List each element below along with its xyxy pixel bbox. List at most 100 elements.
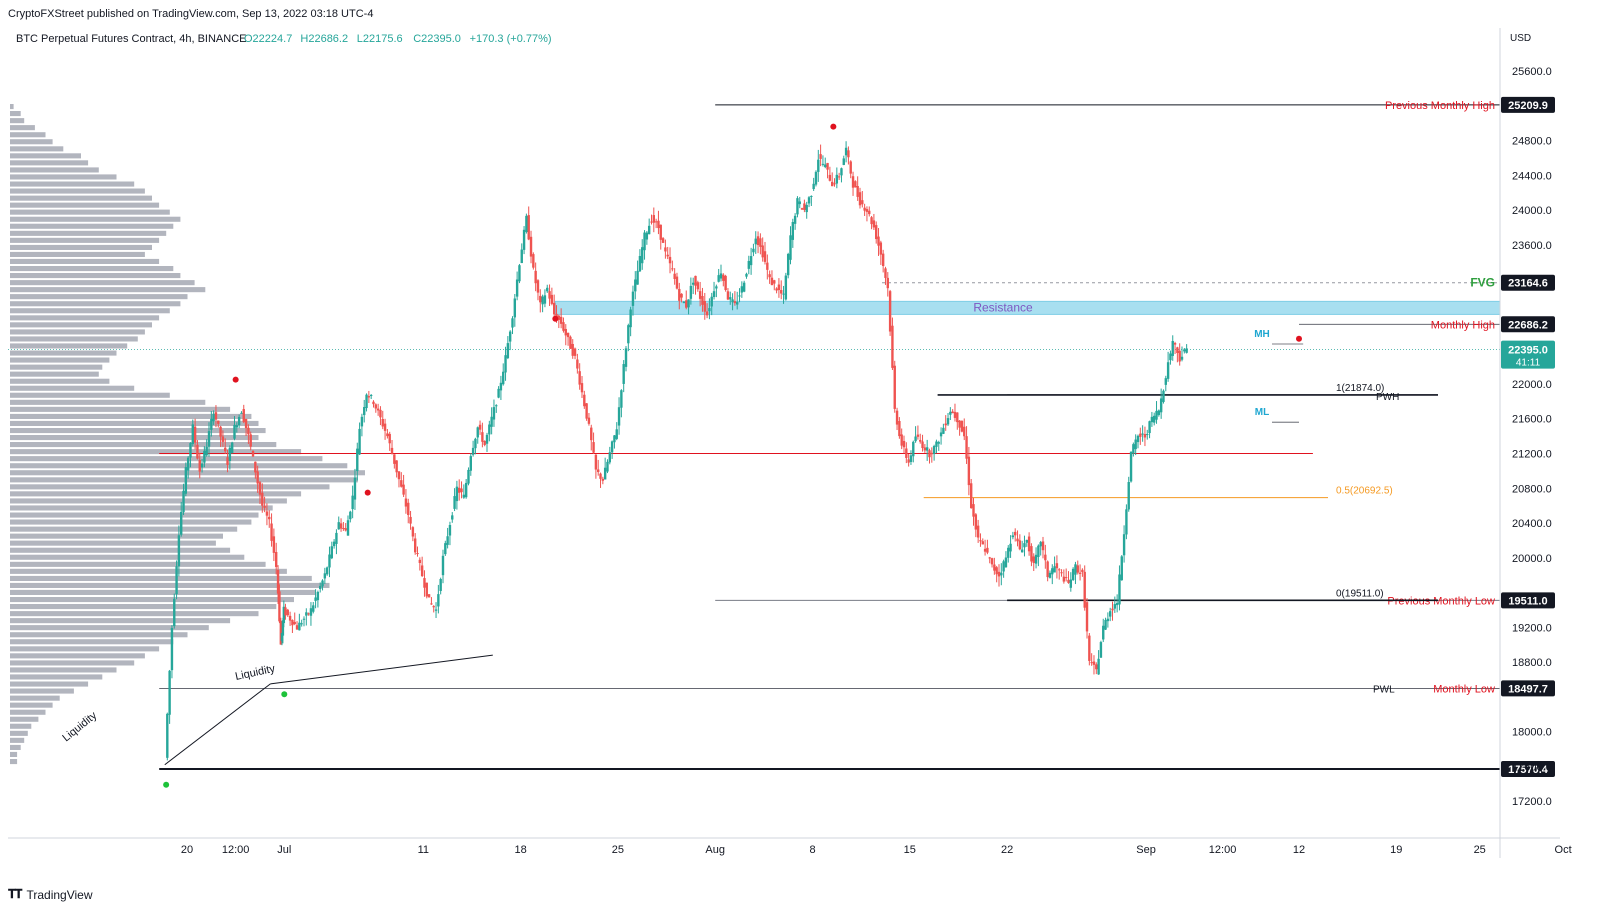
candle-body	[182, 490, 185, 513]
price-tag-monthly-low	[1501, 680, 1555, 697]
candle-body	[798, 201, 801, 205]
candle-body	[997, 571, 1001, 577]
candle-body	[729, 297, 732, 300]
candle-body	[353, 477, 357, 500]
candle-body	[724, 275, 727, 291]
price-tag-level-17570	[1501, 761, 1555, 778]
candle-body	[891, 325, 894, 368]
candle-body	[404, 498, 408, 507]
candle-body	[312, 605, 315, 612]
candle-body	[1143, 434, 1147, 438]
volume-profile-bar	[10, 223, 174, 229]
candle-body	[981, 541, 984, 545]
candle-body	[705, 311, 709, 316]
candle-body	[812, 183, 815, 190]
candle-body	[562, 322, 565, 331]
candle-body	[685, 300, 688, 308]
candle-body	[597, 469, 600, 473]
candle-body	[1134, 439, 1137, 450]
candle-body	[833, 183, 836, 185]
candle-body	[1067, 579, 1070, 583]
candle-body	[515, 279, 519, 297]
candle-body	[281, 620, 285, 636]
liquidity-trendline[interactable]	[270, 654, 493, 685]
volume-profile-bar	[10, 308, 170, 314]
candle-body	[1078, 572, 1082, 574]
candle-body	[1085, 602, 1089, 632]
candle-body	[358, 428, 361, 455]
volume-profile-bar	[10, 632, 188, 638]
price-tag-previous-monthly-low	[1501, 592, 1555, 609]
candle-body	[478, 424, 482, 430]
candle-body	[703, 301, 706, 312]
volume-profile-bar	[10, 730, 28, 736]
liquidity-label: Liquidity	[60, 709, 99, 744]
volume-profile-bar	[10, 174, 117, 180]
currency-label: USD	[1510, 33, 1531, 44]
candle-body	[316, 591, 320, 601]
candle-body	[224, 447, 227, 452]
candle-body	[717, 275, 720, 282]
volume-profile-bar	[10, 519, 252, 525]
candle-body	[645, 232, 649, 240]
candle-body	[427, 594, 431, 598]
candle-body	[1097, 658, 1100, 675]
ohlc-change: +170.3 (+0.77%)	[470, 33, 552, 45]
candle-body	[754, 238, 757, 245]
volume-profile-bar	[10, 132, 46, 138]
volume-profile-bar	[10, 406, 231, 412]
volume-profile-bar	[10, 674, 103, 680]
volume-profile-bar	[10, 512, 259, 518]
footer: 𝐓𝐓 TradingView	[8, 887, 93, 902]
candle-body	[768, 274, 771, 278]
candle-body	[939, 432, 943, 437]
volume-profile-bar	[10, 456, 323, 462]
volume-profile-bar	[10, 709, 46, 715]
candle-body	[432, 606, 435, 608]
candle-body	[221, 436, 225, 442]
candle-body	[214, 412, 218, 420]
candle-body	[576, 359, 579, 369]
volume-profile-bar	[10, 498, 287, 504]
volume-profile-bar	[10, 688, 74, 694]
candle-body	[1129, 451, 1133, 482]
tradingview-logo-icon: 𝐓𝐓	[8, 887, 23, 901]
candle-body	[928, 450, 931, 458]
candle-body	[636, 270, 639, 285]
candle-body	[851, 176, 855, 188]
candle-body	[339, 523, 343, 529]
candle-body	[916, 434, 920, 437]
volume-profile	[10, 104, 365, 765]
candle-body	[1037, 545, 1040, 558]
resistance-zone: Resistance	[554, 300, 1501, 315]
candle-body	[689, 285, 693, 299]
candle-body	[1169, 353, 1172, 361]
resistance-label: Resistance	[973, 300, 1033, 314]
candle-body	[325, 567, 329, 575]
candle-body	[963, 426, 966, 437]
publish-caption: CryptoFXStreet published on TradingView.…	[8, 8, 374, 20]
volume-profile-bar	[10, 350, 117, 356]
x-tick-label: 22	[1001, 844, 1013, 856]
volume-profile-bar	[10, 378, 110, 384]
liquidity-trendline[interactable]	[164, 683, 271, 766]
candle-body	[1007, 547, 1010, 558]
volume-profile-bar	[10, 237, 160, 243]
candle-body	[374, 404, 378, 409]
candle-body	[1150, 416, 1154, 423]
candle-body	[1090, 662, 1093, 664]
candle-body	[444, 543, 447, 555]
candle-body	[508, 331, 512, 342]
candle-body	[1088, 635, 1091, 661]
candle-body	[1115, 602, 1119, 606]
candle-body	[291, 619, 294, 626]
ml-label: ML	[1255, 407, 1269, 418]
level-label-monthly-low: Monthly Low	[1433, 683, 1495, 695]
candle-body	[557, 315, 561, 320]
candle-body	[951, 411, 954, 414]
candle-body	[622, 364, 625, 384]
x-tick-label: 20	[181, 844, 193, 856]
candle-body	[198, 459, 201, 472]
volume-profile-bar	[10, 428, 266, 434]
